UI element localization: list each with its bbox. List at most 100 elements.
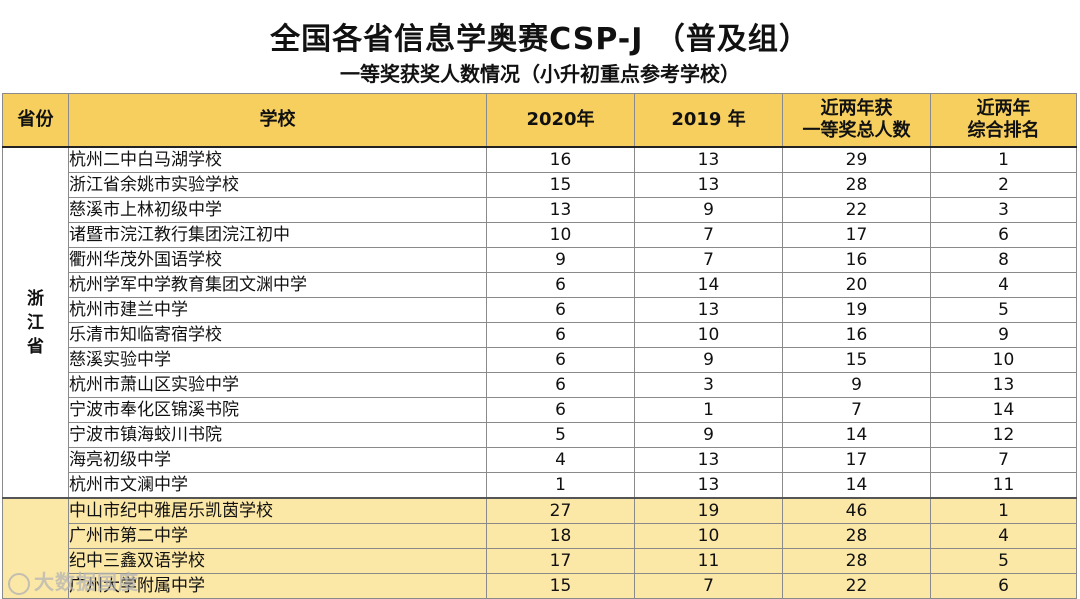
- school-cell: 宁波市镇海蛟川书院: [68, 422, 487, 448]
- y2020-cell: 4: [486, 447, 635, 473]
- rank-cell: 1: [930, 497, 1077, 524]
- page-subtitle: 一等奖获奖人数情况（小升初重点参考学校）: [340, 62, 740, 86]
- total-cell: 9: [782, 372, 931, 398]
- total-cell: 16: [782, 247, 931, 273]
- table-row: 浙 江 省 杭州二中白马湖学校 16 13 29 1: [2, 146, 1077, 499]
- school-cell: 慈溪实验中学: [68, 347, 487, 373]
- header-school: 学校: [68, 93, 487, 148]
- total-cell: 28: [782, 523, 931, 549]
- y2019-cell: 11: [634, 548, 783, 574]
- rank-cell: 12: [930, 422, 1077, 448]
- y2019-cell: 14: [634, 272, 783, 298]
- province-char: 浙: [27, 288, 44, 309]
- total-cell: 22: [782, 573, 931, 599]
- total-cell: 22: [782, 197, 931, 223]
- table-row: 杭州市文澜中学 1 13 14 11: [3, 472, 1077, 499]
- total-cell: 29: [782, 146, 931, 173]
- y2019-cell: 7: [634, 222, 783, 248]
- watermark-text: 大数据国度: [34, 570, 139, 594]
- total-cell: 19: [782, 297, 931, 323]
- table-row: 海亮初级中学 4 13 17 7: [3, 447, 1077, 473]
- rank-cell: 7: [930, 447, 1077, 473]
- total-cell: 28: [782, 172, 931, 198]
- y2020-cell: 6: [486, 372, 635, 398]
- watermark: 大数据国度: [8, 566, 139, 595]
- y2019-cell: 10: [634, 523, 783, 549]
- y2019-cell: 9: [634, 422, 783, 448]
- school-cell: 杭州市萧山区实验中学: [68, 372, 487, 398]
- rank-cell: 11: [930, 472, 1077, 499]
- table-row: 宁波市奉化区锦溪书院 6 1 7 14: [3, 397, 1077, 423]
- y2020-cell: 6: [486, 272, 635, 298]
- y2019-cell: 9: [634, 347, 783, 373]
- table-row: 慈溪实验中学 6 9 15 10: [3, 347, 1077, 373]
- school-cell: 杭州二中白马湖学校: [68, 146, 487, 173]
- school-cell: 中山市纪中雅居乐凯茵学校: [68, 497, 487, 524]
- watermark-logo-icon: [8, 572, 30, 595]
- province-cell-zhejiang: 浙 江 省: [2, 146, 69, 499]
- rank-cell: 6: [930, 222, 1077, 248]
- school-cell: 广州市第二中学: [68, 523, 487, 549]
- y2019-cell: 13: [634, 172, 783, 198]
- rank-cell: 5: [930, 297, 1077, 323]
- y2020-cell: 15: [486, 172, 635, 198]
- header-total-line2: 一等奖总人数: [802, 120, 911, 141]
- header-rank-line2: 综合排名: [967, 120, 1040, 141]
- y2019-cell: 13: [634, 146, 783, 173]
- total-cell: 15: [782, 347, 931, 373]
- school-cell: 杭州学军中学教育集团文渊中学: [68, 272, 487, 298]
- rank-cell: 4: [930, 272, 1077, 298]
- rank-cell: 8: [930, 247, 1077, 273]
- y2020-cell: 18: [486, 523, 635, 549]
- total-cell: 14: [782, 422, 931, 448]
- table-row: 中山市纪中雅居乐凯茵学校 27 19 46 1: [2, 497, 1077, 599]
- rank-cell: 3: [930, 197, 1077, 223]
- header-total: 近两年获 一等奖总人数: [782, 93, 931, 148]
- header-2019: 2019 年: [634, 93, 783, 148]
- rank-cell: 10: [930, 347, 1077, 373]
- table-row: 杭州市萧山区实验中学 6 3 9 13: [3, 372, 1077, 398]
- school-cell: 杭州市建兰中学: [68, 297, 487, 323]
- total-cell: 16: [782, 322, 931, 348]
- y2020-cell: 1: [486, 472, 635, 499]
- y2019-cell: 7: [634, 247, 783, 273]
- y2020-cell: 15: [486, 573, 635, 599]
- y2020-cell: 5: [486, 422, 635, 448]
- table-row: 浙江省余姚市实验学校 15 13 28 2: [3, 172, 1077, 198]
- y2020-cell: 6: [486, 397, 635, 423]
- table-row: 广州市第二中学 18 10 28 4: [3, 523, 1077, 549]
- y2019-cell: 9: [634, 197, 783, 223]
- y2020-cell: 16: [486, 146, 635, 173]
- rank-cell: 6: [930, 573, 1077, 599]
- header-rank-line1: 近两年: [976, 98, 1031, 119]
- ranking-table: 省份 学校 2020年 2019 年 近两年获 一等奖总人数 近两年 综合排名 …: [2, 93, 1077, 599]
- table-row: 乐清市知临寄宿学校 6 10 16 9: [3, 322, 1077, 348]
- total-cell: 14: [782, 472, 931, 499]
- table-row: 慈溪市上林初级中学 13 9 22 3: [3, 197, 1077, 223]
- y2020-cell: 27: [486, 497, 635, 524]
- y2019-cell: 7: [634, 573, 783, 599]
- total-cell: 17: [782, 222, 931, 248]
- province-char: 省: [27, 336, 44, 357]
- rank-cell: 14: [930, 397, 1077, 423]
- table-row: 诸暨市浣江教行集团浣江初中 10 7 17 6: [3, 222, 1077, 248]
- province-char: 江: [27, 312, 44, 333]
- school-cell: 广州大学附属中学: [68, 573, 487, 599]
- y2020-cell: 6: [486, 297, 635, 323]
- rank-cell: 1: [930, 146, 1077, 173]
- y2020-cell: 10: [486, 222, 635, 248]
- y2019-cell: 3: [634, 372, 783, 398]
- table-row: 宁波市镇海蛟川书院 5 9 14 12: [3, 422, 1077, 448]
- y2019-cell: 13: [634, 297, 783, 323]
- school-cell: 乐清市知临寄宿学校: [68, 322, 487, 348]
- table-header-row: 省份 学校 2020年 2019 年 近两年获 一等奖总人数 近两年 综合排名: [2, 93, 1077, 148]
- school-cell: 诸暨市浣江教行集团浣江初中: [68, 222, 487, 248]
- total-cell: 46: [782, 497, 931, 524]
- rank-cell: 9: [930, 322, 1077, 348]
- table-row: 杭州学军中学教育集团文渊中学 6 14 20 4: [3, 272, 1077, 298]
- y2019-cell: 1: [634, 397, 783, 423]
- header-total-line1: 近两年获: [820, 98, 893, 119]
- school-cell: 衢州华茂外国语学校: [68, 247, 487, 273]
- y2020-cell: 13: [486, 197, 635, 223]
- rank-cell: 13: [930, 372, 1077, 398]
